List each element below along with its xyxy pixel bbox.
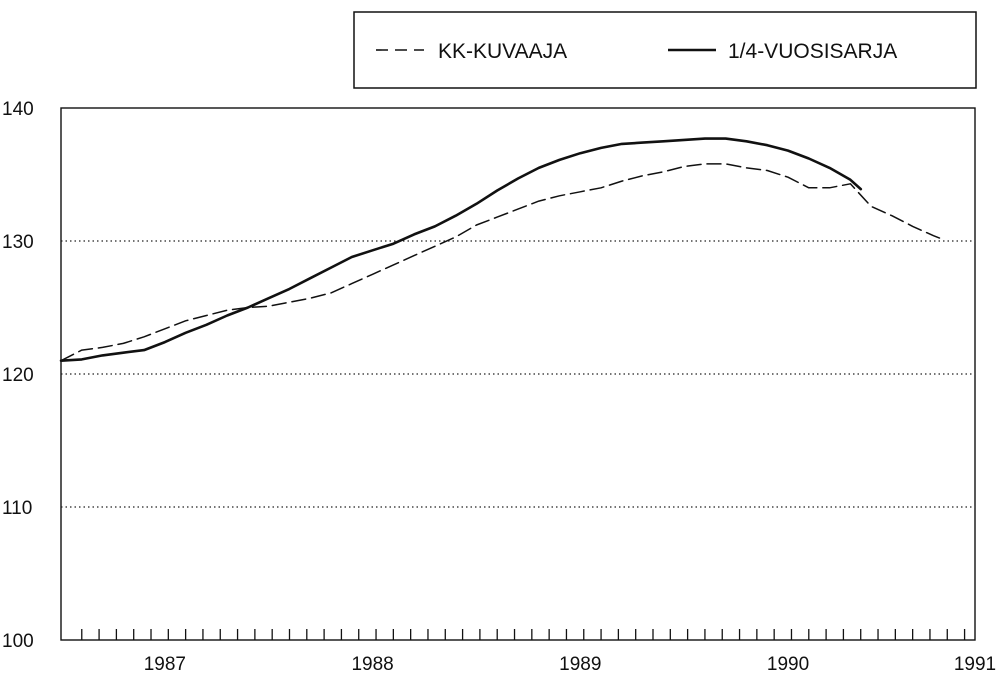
x-tick-label-1987: 1987 <box>144 654 186 673</box>
y-axis-tick-labels: 100 110 120 130 140 <box>2 99 34 652</box>
series-line-quarterly <box>59 137 863 362</box>
x-tick-label-1990: 1990 <box>767 654 809 673</box>
y-tick-label-120: 120 <box>2 365 34 386</box>
x-axis-minor-ticks <box>81 629 966 640</box>
plot-frame <box>60 107 976 641</box>
y-tick-label-110: 110 <box>2 498 32 519</box>
y-tick-label-140: 140 <box>2 99 34 120</box>
legend: KK-KUVAAJA 1/4-VUOSISARJA <box>353 11 977 89</box>
y-tick-label-130: 130 <box>2 232 34 253</box>
legend-frame <box>353 11 977 89</box>
x-tick-label-1988: 1988 <box>351 654 393 673</box>
series-layer <box>59 137 945 362</box>
x-tick-label-1991: 1991 <box>954 654 996 673</box>
gridlines <box>61 240 975 508</box>
y-tick-label-100: 100 <box>2 631 34 652</box>
legend-label-quarterly: 1/4-VUOSISARJA <box>728 40 897 63</box>
legend-label-kk: KK-KUVAAJA <box>438 40 567 63</box>
x-tick-label-1989: 1989 <box>559 654 601 673</box>
x-axis-tick-labels: 1987 1988 1989 1990 1991 <box>144 654 996 673</box>
series-line-kk <box>60 163 945 362</box>
